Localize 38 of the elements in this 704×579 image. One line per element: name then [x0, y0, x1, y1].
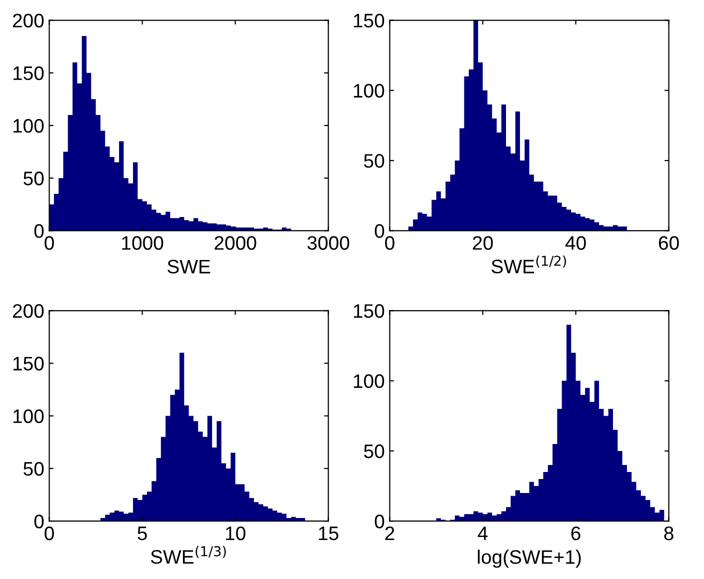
- x-tick-label: 3000: [307, 236, 350, 250]
- y-tick-label: 150: [354, 304, 384, 318]
- x-axis-title: SWE$^{(1/3)}$: [150, 546, 226, 564]
- x-tick-label: 2000: [214, 236, 256, 250]
- x-tick-label: 5: [138, 526, 147, 540]
- x-tick-label: 0: [44, 236, 54, 250]
- y-tick-label: 150: [354, 14, 384, 28]
- y-tick-label: 200: [12, 304, 44, 318]
- x-axis-title: SWE$^{(1/2)}$: [492, 255, 566, 274]
- y-tick-label: 50: [364, 154, 384, 168]
- y-tick-label: 0: [34, 514, 44, 528]
- y-tick-label: 100: [354, 374, 384, 388]
- x-tick-label: 15: [319, 526, 338, 540]
- x-tick-label: 0: [44, 526, 54, 540]
- y-tick-label: 100: [354, 84, 384, 98]
- x-tick-label: 6: [571, 526, 580, 540]
- x-tick-label: 8: [664, 526, 674, 540]
- x-tick-label: 4: [478, 526, 488, 540]
- y-tick-label: 50: [364, 444, 384, 458]
- y-tick-label: 0: [374, 224, 384, 238]
- y-tick-label: 150: [13, 356, 44, 371]
- y-tick-label: 150: [13, 66, 44, 80]
- y-tick-label: 0: [34, 224, 44, 238]
- y-tick-label: 100: [13, 118, 44, 133]
- x-axis-title: log(SWE+1): [478, 550, 581, 568]
- x-tick-label: 60: [658, 236, 679, 250]
- x-tick-label: 0: [385, 236, 394, 250]
- y-tick-label: 0: [374, 514, 384, 528]
- y-tick-label: 200: [12, 14, 44, 28]
- x-axis-title: SWE: [168, 260, 210, 274]
- y-tick-label: 50: [24, 462, 44, 476]
- y-tick-label: 50: [24, 172, 44, 186]
- x-tick-label: 10: [226, 526, 246, 540]
- x-tick-label: 1000: [122, 236, 164, 250]
- x-tick-label: 2: [385, 526, 394, 540]
- y-tick-label: 100: [13, 409, 44, 424]
- x-tick-label: 40: [565, 236, 586, 250]
- x-tick-label: 20: [472, 236, 493, 250]
